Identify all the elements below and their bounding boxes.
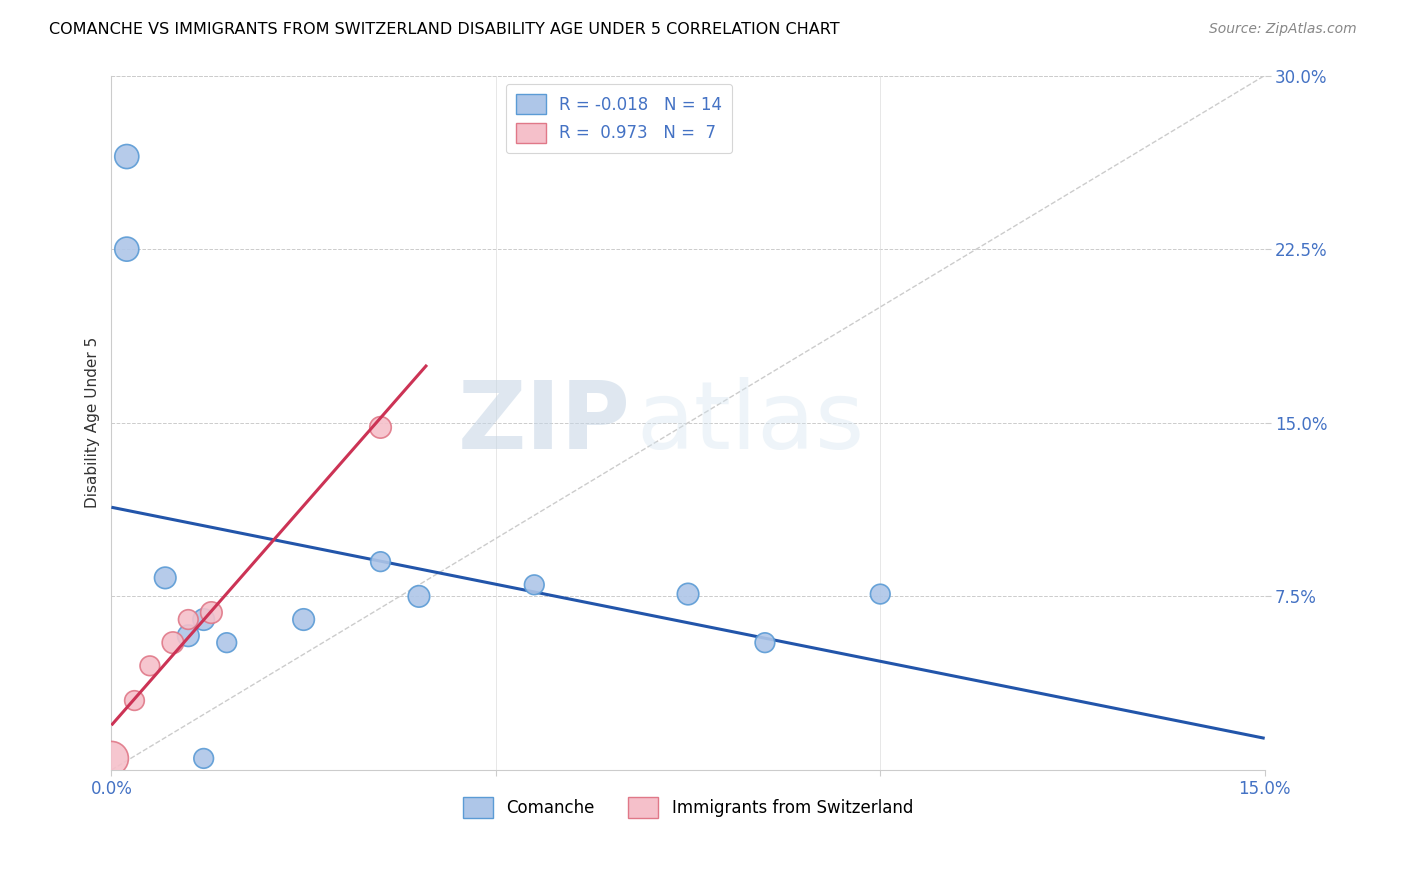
- Point: [155, 571, 177, 585]
- Point: [115, 149, 138, 163]
- Legend: Comanche, Immigrants from Switzerland: Comanche, Immigrants from Switzerland: [457, 790, 920, 824]
- Point: [676, 587, 699, 601]
- Point: [162, 635, 184, 649]
- Point: [523, 578, 546, 592]
- Point: [869, 587, 891, 601]
- Point: [754, 635, 776, 649]
- Text: ZIP: ZIP: [457, 376, 630, 469]
- Point: [193, 751, 215, 765]
- Point: [124, 693, 146, 707]
- Point: [100, 751, 122, 765]
- Point: [115, 242, 138, 256]
- Point: [177, 613, 200, 627]
- Point: [177, 629, 200, 643]
- Point: [139, 658, 162, 673]
- Point: [200, 606, 222, 620]
- Point: [408, 590, 430, 604]
- Y-axis label: Disability Age Under 5: Disability Age Under 5: [86, 337, 100, 508]
- Text: COMANCHE VS IMMIGRANTS FROM SWITZERLAND DISABILITY AGE UNDER 5 CORRELATION CHART: COMANCHE VS IMMIGRANTS FROM SWITZERLAND …: [49, 22, 839, 37]
- Text: Source: ZipAtlas.com: Source: ZipAtlas.com: [1209, 22, 1357, 37]
- Point: [215, 635, 238, 649]
- Point: [370, 555, 392, 569]
- Point: [370, 420, 392, 434]
- Point: [292, 613, 315, 627]
- Point: [193, 613, 215, 627]
- Text: atlas: atlas: [636, 376, 865, 469]
